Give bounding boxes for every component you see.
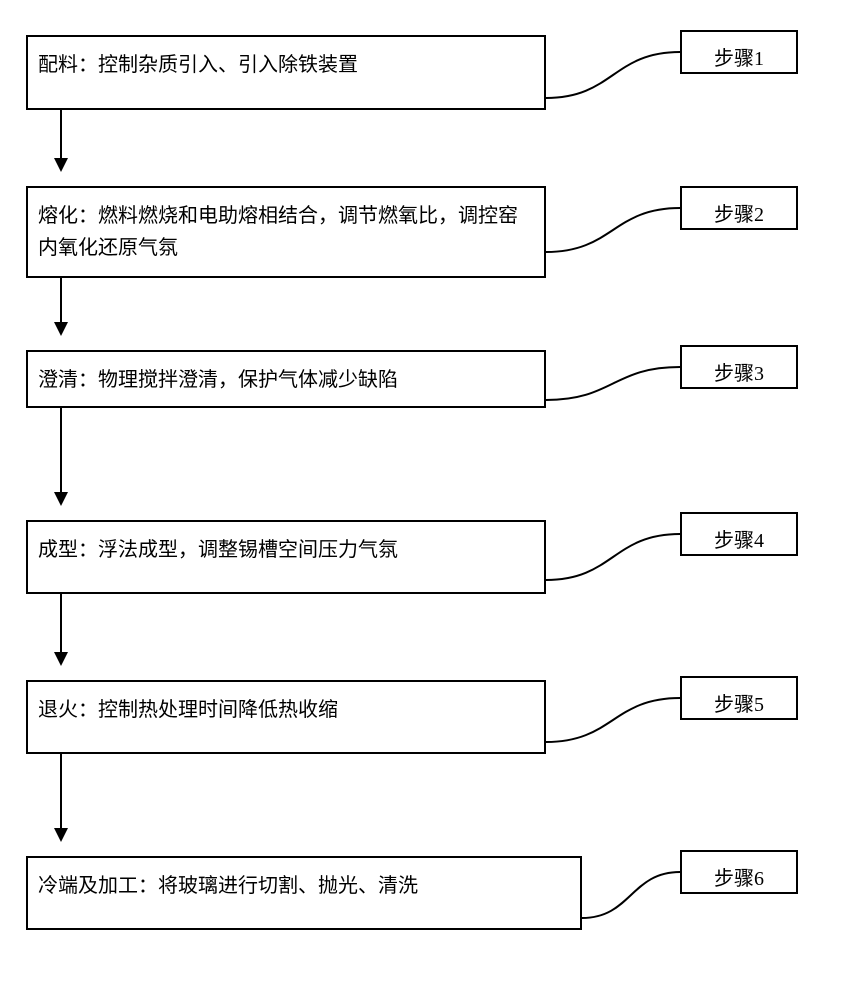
process-node: 熔化：燃料燃烧和电助熔相结合，调节燃氧比，调控窑内氧化还原气氛: [26, 186, 546, 278]
process-node: 成型：浮法成型，调整锡槽空间压力气氛: [26, 520, 546, 594]
step-label-node: 步骤6: [680, 850, 798, 894]
step-label-node: 步骤5: [680, 676, 798, 720]
process-node: 退火：控制热处理时间降低热收缩: [26, 680, 546, 754]
flow-arrow: [60, 754, 62, 840]
curve-connector: [536, 198, 690, 262]
flow-arrow: [60, 594, 62, 664]
curve-connector: [536, 42, 690, 108]
process-node: 配料：控制杂质引入、引入除铁装置: [26, 35, 546, 110]
flow-arrow: [60, 408, 62, 504]
step-label-node: 步骤1: [680, 30, 798, 74]
curve-connector: [536, 524, 690, 590]
flow-arrow: [60, 110, 62, 170]
process-node: 澄清：物理搅拌澄清，保护气体减少缺陷: [26, 350, 546, 408]
flowchart-canvas: 配料：控制杂质引入、引入除铁装置 步骤1 熔化：燃料燃烧和电助熔相结合，调节燃氧比，…: [0, 0, 852, 1000]
flow-arrow: [60, 278, 62, 334]
step-label-node: 步骤3: [680, 345, 798, 389]
curve-connector: [536, 688, 690, 752]
step-label-node: 步骤2: [680, 186, 798, 230]
curve-connector: [572, 862, 690, 928]
step-label-node: 步骤4: [680, 512, 798, 556]
curve-connector: [536, 357, 690, 410]
process-node: 冷端及加工：将玻璃进行切割、抛光、清洗: [26, 856, 582, 930]
